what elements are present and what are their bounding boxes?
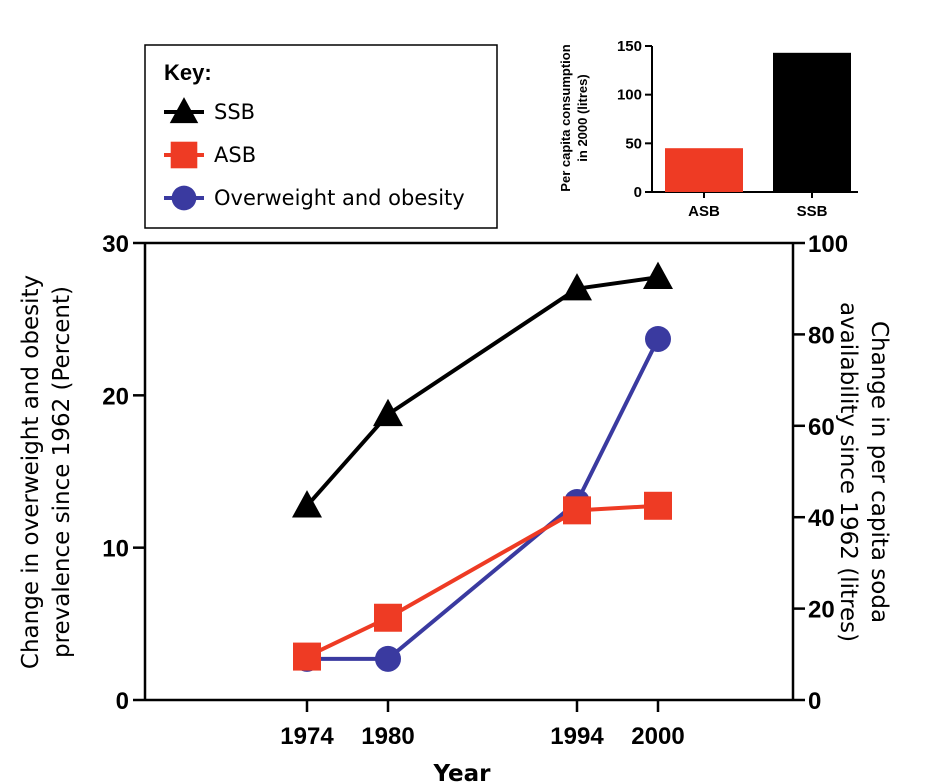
inset-y-label-line1: Per capita consumption <box>558 44 573 191</box>
point-asb <box>374 603 402 632</box>
right-tick-label: 20 <box>808 597 835 624</box>
left-tick-label: 10 <box>102 536 129 563</box>
legend: Key: SSB ASB Overweight and obesity <box>144 44 498 229</box>
legend-marker-square <box>170 141 198 169</box>
inset-tick-label: 150 <box>617 38 642 55</box>
inset-bar-ssb <box>773 52 851 193</box>
y-right-label-line1: Change in per capita soda <box>866 321 892 623</box>
point-ssb <box>643 261 673 289</box>
x-tick-label: 1994 <box>550 723 604 750</box>
right-tick-label: 100 <box>808 231 848 258</box>
legend-label: ASB <box>214 143 256 167</box>
legend-title: Key: <box>164 60 212 85</box>
point-ssb <box>562 273 592 301</box>
legend-marker-circle <box>171 185 197 211</box>
point-asb <box>644 491 672 520</box>
inset-bar-asb <box>665 148 743 192</box>
legend-marker-triangle <box>169 97 199 124</box>
inset-tick-label: 100 <box>617 87 642 104</box>
x-tick-label: 1974 <box>280 723 334 750</box>
legend-label: Overweight and obesity <box>214 186 465 210</box>
series-line-overweight-and-obesity <box>307 338 660 661</box>
right-tick-label: 60 <box>808 414 835 441</box>
left-tick-label: 20 <box>102 383 129 410</box>
legend-label: SSB <box>214 100 255 124</box>
series-line-asb <box>306 503 659 659</box>
point-asb <box>293 642 321 671</box>
y-left-label-line2: prevalence since 1962 (Percent) <box>49 286 75 658</box>
point-overweight-and-obesity <box>645 325 671 352</box>
x-axis-label: Year <box>432 761 491 783</box>
series-line-ssb <box>305 275 659 508</box>
left-tick-label: 0 <box>116 688 129 715</box>
inset-category-label: ASB <box>688 203 720 220</box>
left-tick-label: 30 <box>102 231 129 258</box>
point-overweight-and-obesity <box>375 645 401 672</box>
main-axes: 0 10 20 30 0 20 40 60 80 100 1974 1980 1994 2000 <box>102 231 848 750</box>
inset-y-label-line2: in 2000 (litres) <box>575 74 590 161</box>
point-ssb <box>292 490 322 518</box>
point-ssb <box>373 398 403 427</box>
y-left-label-line1: Change in overweight and obesity <box>18 275 44 669</box>
series-layer <box>292 261 673 672</box>
inset-tick-label: 0 <box>634 184 642 201</box>
right-tick-label: 80 <box>808 322 835 349</box>
point-asb <box>563 496 591 525</box>
inset-tick-label: 50 <box>625 135 642 152</box>
right-tick-label: 40 <box>808 505 835 532</box>
right-tick-label: 0 <box>808 688 821 715</box>
inset-category-label: SSB <box>797 203 828 220</box>
x-tick-label: 1980 <box>361 723 414 750</box>
x-tick-label: 2000 <box>631 723 684 750</box>
y-right-label-line2: availability since 1962 (litres) <box>835 302 861 642</box>
